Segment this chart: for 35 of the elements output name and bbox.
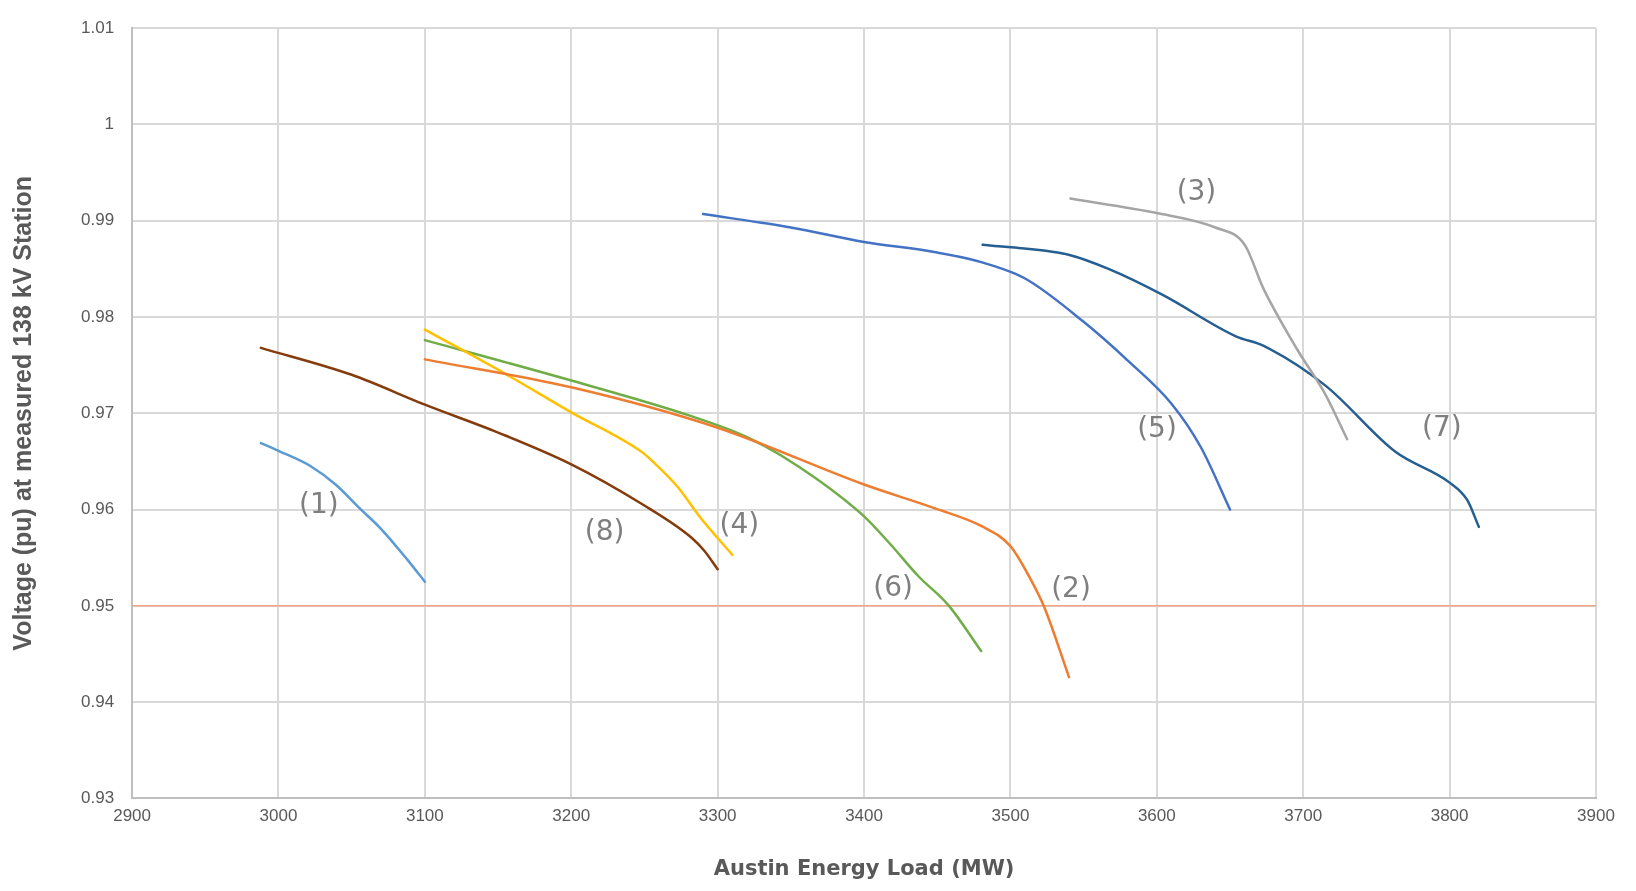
series-label: (1) (299, 487, 339, 521)
x-tick-label: 3100 (405, 806, 444, 826)
series-label: (4) (719, 507, 760, 541)
x-tick-label: 3200 (552, 806, 591, 826)
x-tick-label: 2900 (113, 806, 151, 826)
x-tick-label: 3600 (1137, 806, 1176, 826)
series-label: (7) (1422, 410, 1462, 444)
series-label: (6) (873, 570, 913, 604)
x-axis-title: Austin Energy Load (MW) (713, 855, 1015, 880)
line-series (423, 338, 983, 653)
series-label: (5) (1137, 410, 1177, 444)
x-tick-label: 3700 (1284, 806, 1323, 826)
y-tick-label: 1 (104, 114, 115, 134)
y-tick-label: 0.96 (80, 499, 115, 519)
line-series (701, 212, 1232, 511)
y-tick-label: 0.99 (80, 210, 115, 230)
y-tick-label: 0.94 (80, 691, 115, 711)
x-tick-label: 3500 (991, 806, 1030, 826)
line-series (259, 346, 719, 571)
line-series (259, 441, 427, 584)
series-label: (8) (584, 513, 625, 547)
series-label: (2) (1051, 571, 1091, 605)
y-tick-label: 0.93 (80, 788, 115, 808)
x-tick-label: 3400 (845, 806, 883, 826)
y-axis-title: Voltage (pu) at measured 138 kV Station (7, 175, 36, 651)
series-label: (3) (1176, 173, 1217, 207)
x-tick-label: 3900 (1577, 806, 1615, 826)
line-series (981, 243, 1481, 529)
x-tick-label: 3300 (698, 806, 737, 826)
y-tick-label: 0.97 (80, 402, 115, 422)
x-tick-label: 3800 (1430, 806, 1469, 826)
y-tick-label: 0.98 (80, 306, 115, 326)
y-tick-label: 1.01 (80, 17, 115, 37)
y-tick-label: 0.95 (80, 595, 115, 615)
x-tick-label: 3000 (259, 806, 298, 826)
